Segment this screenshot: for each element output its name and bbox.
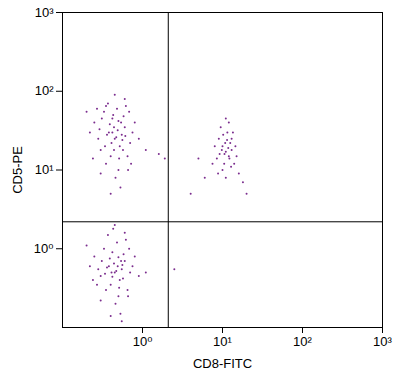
svg-text:10³: 10³ [373, 334, 392, 349]
svg-text:10⁰: 10⁰ [34, 241, 54, 256]
svg-text:10¹: 10¹ [213, 334, 232, 349]
svg-text:10²: 10² [35, 83, 54, 98]
svg-text:10¹: 10¹ [35, 162, 54, 177]
svg-text:CD5-PE: CD5-PE [10, 146, 25, 194]
svg-text:10²: 10² [293, 334, 312, 349]
svg-text:10⁰: 10⁰ [133, 334, 153, 349]
svg-text:CD8-FITC: CD8-FITC [193, 356, 252, 371]
svg-text:10³: 10³ [35, 5, 54, 20]
